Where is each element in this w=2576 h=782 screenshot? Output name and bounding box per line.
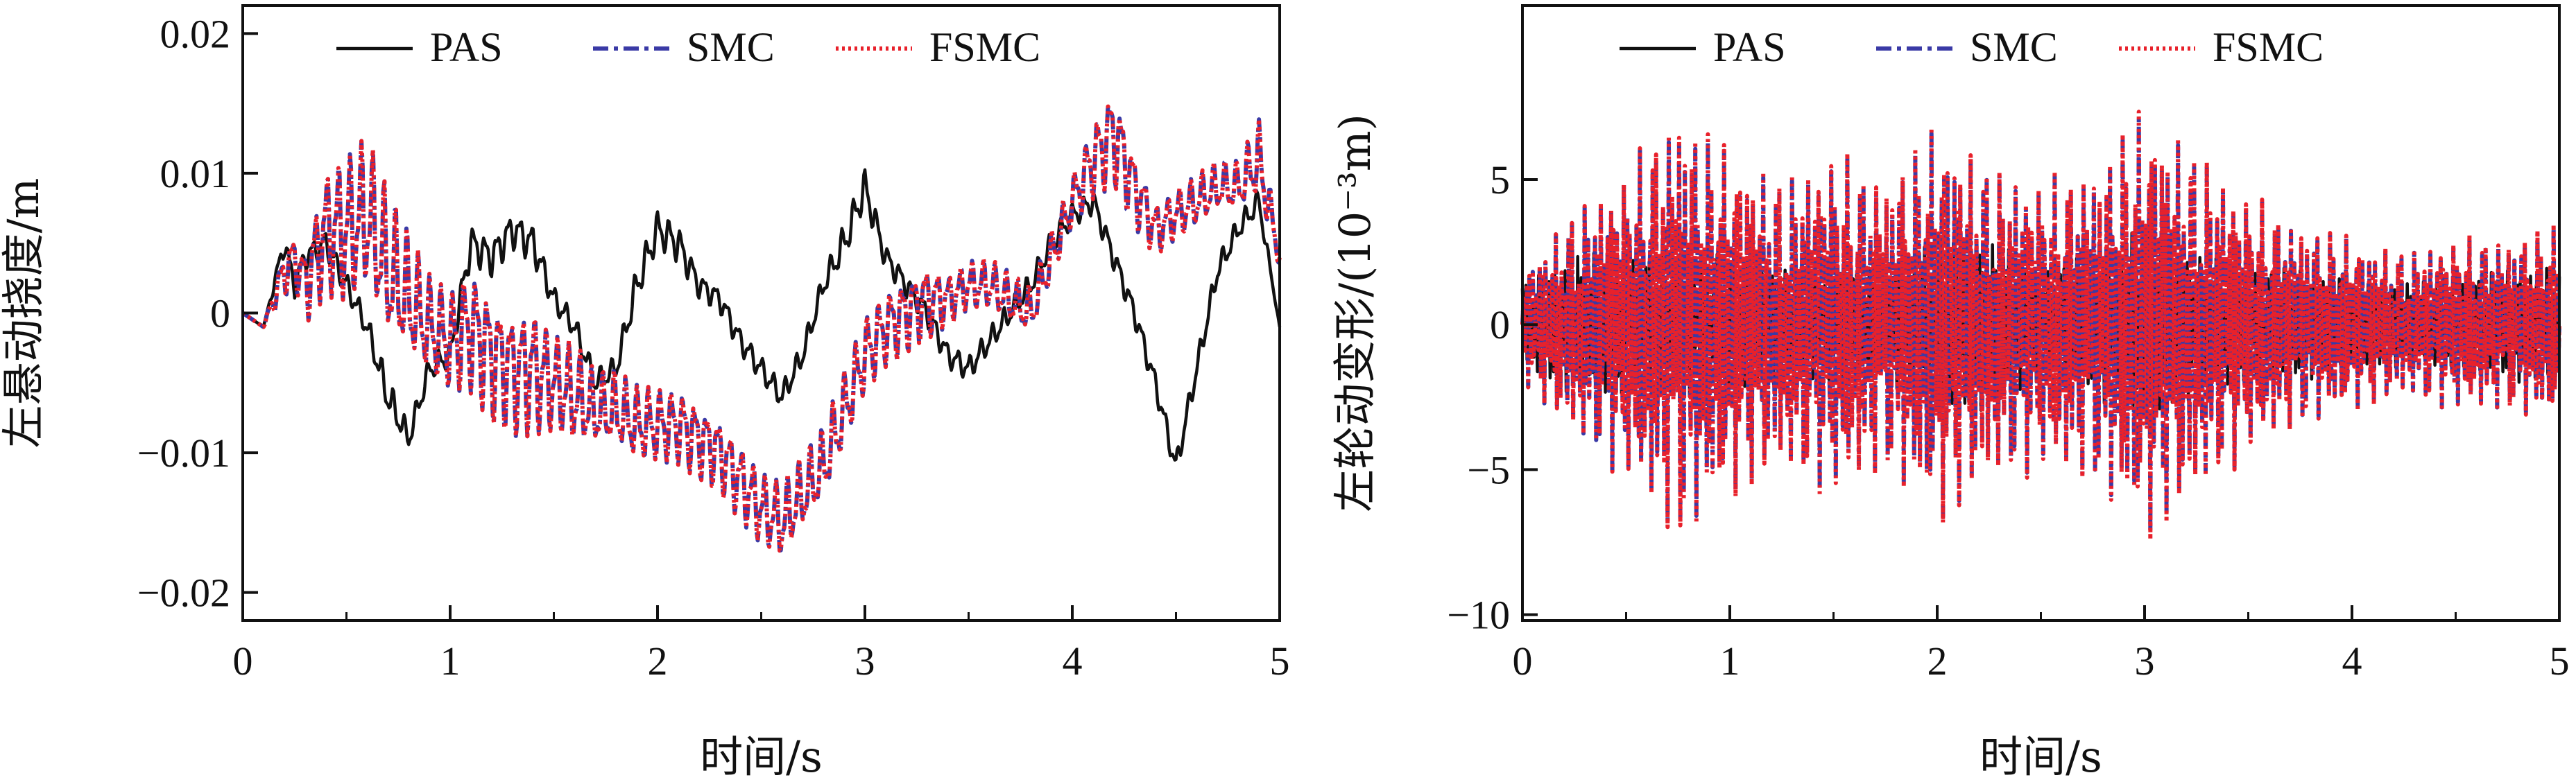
y-axis-label: 左轮动变形/(10⁻³m) [1330, 114, 1380, 512]
x-tick-label: 2 [1927, 638, 1948, 684]
y-tick-label: −0.01 [137, 431, 230, 476]
x-tick-label: 4 [1063, 638, 1083, 684]
legend-label-pas: PAS [430, 24, 503, 70]
x-tick-label: 5 [1270, 638, 1290, 684]
y-tick-label: 0.02 [160, 11, 231, 56]
x-tick-label: 3 [855, 638, 875, 684]
series-line-pas [241, 168, 1282, 462]
y-tick-label: −0.02 [137, 571, 230, 616]
series-line-fsmc [1520, 110, 2561, 541]
x-tick-label: 1 [440, 638, 461, 684]
series-line-smc [241, 104, 1282, 553]
y-tick-label: −5 [1467, 447, 1510, 492]
x-axis-label: 时间/s [700, 731, 823, 782]
x-tick-label: 0 [1513, 638, 1533, 684]
y-tick-label: −10 [1447, 593, 1510, 638]
y-tick-label: 0.01 [160, 151, 231, 196]
series-line-fsmc [241, 104, 1282, 553]
x-tick-label: 1 [1720, 638, 1740, 684]
x-tick-label: 0 [233, 638, 253, 684]
x-axis-label: 时间/s [1980, 731, 2102, 782]
x-tick-label: 2 [648, 638, 668, 684]
chart-panel-2: 0 1 2 3 4 5 5 0 −5 −10 时间/s 左轮动变形/(10⁻³m) PAS SMC FSMC [1330, 4, 2570, 782]
legend-label-pas: PAS [1713, 24, 1786, 70]
legend-label-smc: SMC [687, 24, 775, 70]
y-axis-label: 左悬动挠度/m [0, 178, 49, 449]
x-tick-label: 5 [2550, 638, 2570, 684]
legend-label-fsmc: FSMC [2213, 24, 2324, 70]
y-tick-label: 0 [1490, 302, 1510, 347]
legend: PAS SMC FSMC [1620, 24, 2324, 70]
y-tick-label: 0 [210, 291, 230, 336]
y-tick-label: 5 [1490, 157, 1510, 202]
legend: PAS SMC FSMC [336, 24, 1040, 70]
legend-label-smc: SMC [1970, 24, 2058, 70]
x-tick-label: 4 [2342, 638, 2362, 684]
legend-label-fsmc: FSMC [929, 24, 1040, 70]
chart-panel-1: 0 1 2 3 4 5 0.02 0.01 0 −0.01 −0.02 时间/s 左悬动挠度/m PAS S… [0, 4, 1290, 782]
x-tick-label: 3 [2135, 638, 2155, 684]
